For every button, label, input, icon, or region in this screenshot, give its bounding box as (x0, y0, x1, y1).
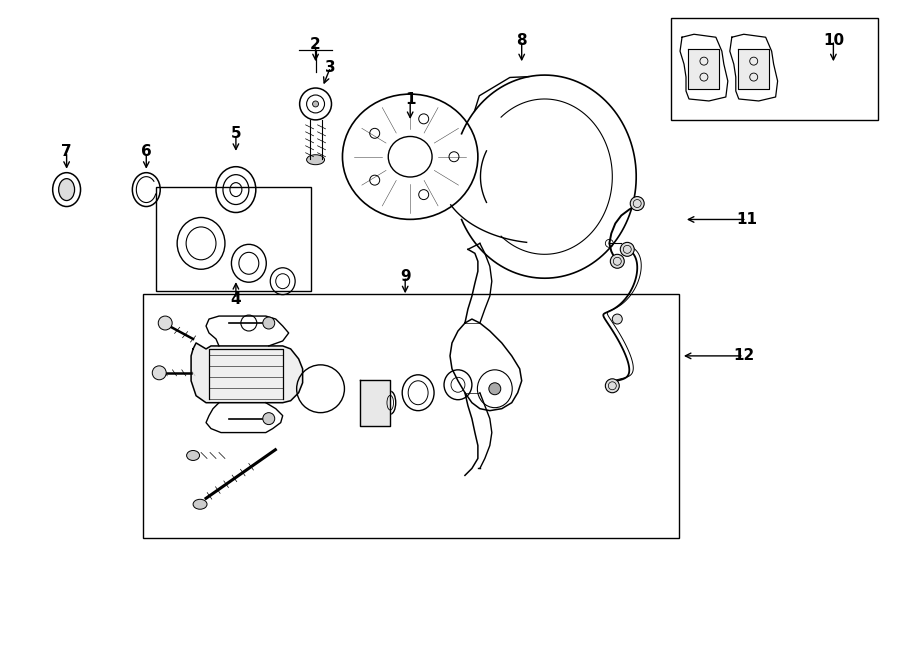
Text: 4: 4 (230, 292, 241, 307)
Ellipse shape (58, 178, 75, 200)
Text: 8: 8 (517, 33, 527, 48)
Ellipse shape (194, 499, 207, 509)
Circle shape (630, 196, 644, 210)
Bar (157, 186, 310, 291)
Polygon shape (360, 379, 391, 426)
Text: 5: 5 (230, 126, 241, 141)
Polygon shape (191, 343, 302, 403)
Text: 9: 9 (400, 269, 410, 284)
Circle shape (610, 254, 625, 268)
Ellipse shape (312, 101, 319, 107)
Circle shape (158, 316, 172, 330)
Text: 6: 6 (141, 144, 152, 159)
Text: 12: 12 (734, 348, 754, 364)
Circle shape (489, 383, 500, 395)
Ellipse shape (186, 451, 200, 461)
Text: 1: 1 (405, 93, 416, 108)
Text: 10: 10 (823, 33, 844, 48)
Text: 2: 2 (310, 37, 321, 52)
Text: 11: 11 (736, 212, 757, 227)
Circle shape (152, 366, 166, 380)
Circle shape (620, 243, 634, 256)
Polygon shape (738, 49, 769, 89)
Text: 3: 3 (325, 59, 336, 75)
Circle shape (612, 314, 622, 324)
Circle shape (263, 412, 274, 424)
Circle shape (606, 379, 619, 393)
Bar (671, 19, 878, 120)
Text: 7: 7 (61, 144, 72, 159)
Circle shape (263, 317, 274, 329)
Ellipse shape (307, 155, 325, 165)
Bar (143, 294, 679, 538)
Polygon shape (688, 49, 719, 89)
